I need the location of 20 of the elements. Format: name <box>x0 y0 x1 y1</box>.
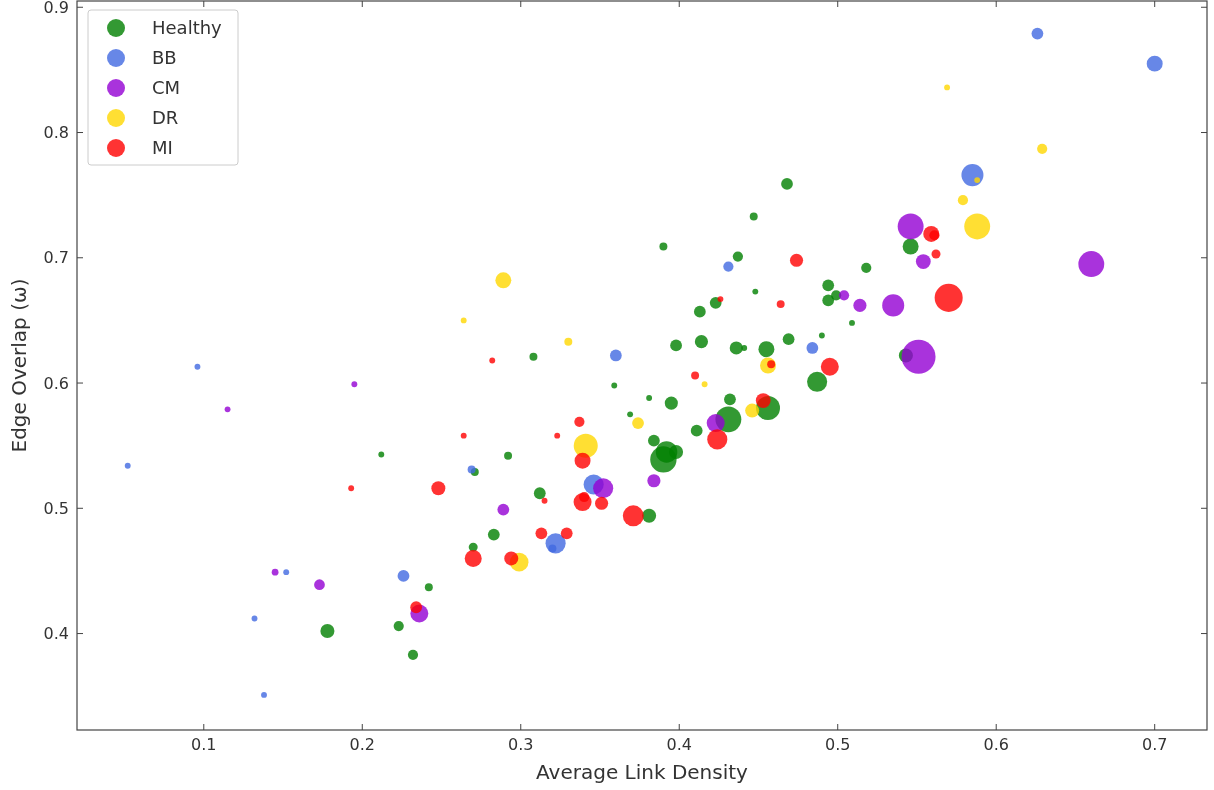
y-tick-label: 0.8 <box>43 123 69 143</box>
legend-label: CM <box>152 77 181 99</box>
legend-label: DR <box>152 107 179 129</box>
legend-label: BB <box>152 47 177 69</box>
x-tick-label: 0.4 <box>666 735 692 754</box>
x-tick-label: 0.6 <box>983 735 1009 754</box>
x-tick-label: 0.3 <box>508 735 534 754</box>
y-tick-label: 0.7 <box>43 248 69 268</box>
x-tick-label: 0.1 <box>191 735 217 754</box>
legend-label: Healthy <box>152 17 223 39</box>
y-tick-label: 0.5 <box>43 498 69 518</box>
y-tick-label: 0.4 <box>43 624 69 644</box>
y-axis-title: Edge Overlap (ω) <box>7 278 31 453</box>
x-tick-label: 0.5 <box>825 735 851 754</box>
y-tick-label: 0.9 <box>43 0 69 17</box>
legend-label: MI <box>152 137 173 159</box>
x-axis-title: Average Link Density <box>536 760 749 784</box>
x-tick-label: 0.2 <box>349 735 375 754</box>
x-tick-label: 0.7 <box>1141 735 1168 754</box>
y-tick-label: 0.6 <box>43 373 69 393</box>
